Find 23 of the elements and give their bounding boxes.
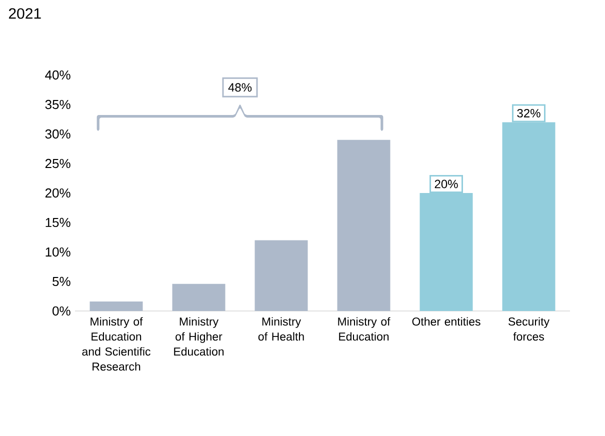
y-tick-label: 20% bbox=[45, 188, 70, 198]
x-tick-label: Other entities bbox=[412, 317, 480, 326]
x-tick-label: Ministry of Education and Scientific Research bbox=[82, 317, 150, 371]
y-tick-label: 40% bbox=[45, 70, 70, 80]
x-tick-label: Ministry of Education bbox=[338, 317, 390, 341]
data-label: 32% bbox=[517, 108, 540, 118]
bar bbox=[254, 240, 308, 311]
bar bbox=[337, 140, 390, 311]
bar bbox=[172, 284, 226, 311]
annotation: 48% bbox=[228, 83, 252, 92]
x-tick-label: Security forces bbox=[508, 317, 550, 341]
x-tick-label: Ministry of Higher Education bbox=[174, 317, 224, 356]
y-tick-label: 10% bbox=[46, 247, 70, 257]
chart-title: 2021 bbox=[8, 8, 41, 19]
y-tick-label: 35% bbox=[45, 100, 70, 110]
y-tick-label: 0% bbox=[52, 306, 70, 316]
data-label: 20% bbox=[434, 180, 458, 188]
y-tick-label: 5% bbox=[52, 276, 70, 286]
x-tick-label: Ministry of Health bbox=[258, 317, 304, 341]
bar bbox=[90, 302, 143, 311]
y-tick-label: 25% bbox=[45, 158, 70, 168]
y-tick-label: 15% bbox=[46, 218, 70, 228]
y-tick-label: 30% bbox=[45, 129, 70, 139]
